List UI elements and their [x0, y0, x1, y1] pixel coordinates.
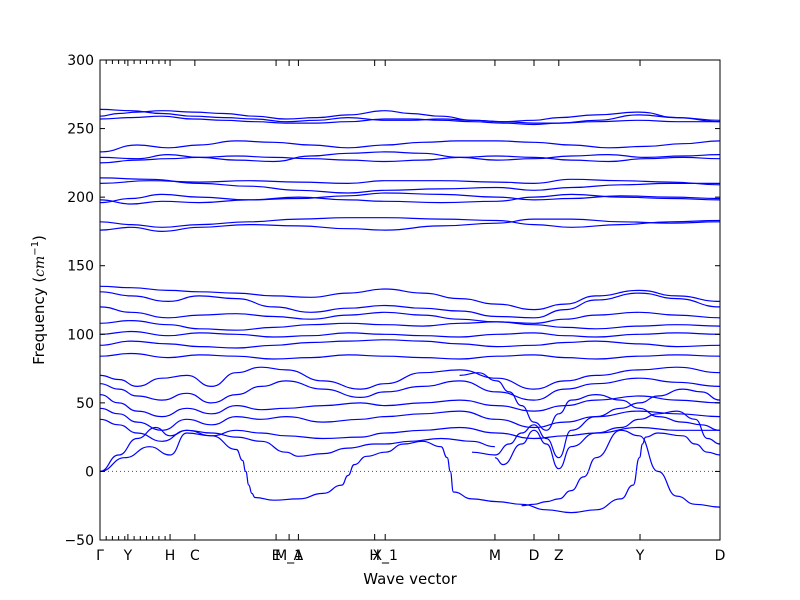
y-axis-label-exponent: −1 [30, 241, 41, 256]
band-15 [100, 306, 720, 324]
y-tick-label: −50 [64, 533, 94, 549]
y-tick-label: 200 [67, 190, 94, 206]
band-17 [100, 330, 720, 338]
band-27 [521, 429, 720, 508]
y-tick-label: 300 [67, 53, 94, 69]
x-tick-label: M [489, 548, 501, 564]
dispersion-curves [100, 108, 720, 514]
y-axis-label-unit: cm [32, 256, 48, 277]
band-9 [100, 192, 720, 204]
band-26 [100, 432, 720, 514]
x-tick-label: C [190, 548, 200, 564]
band-2 [100, 108, 720, 123]
x-tick-label: D [715, 548, 726, 564]
x-tick-label: H [165, 548, 176, 564]
band-3 [100, 115, 720, 126]
y-axis-label-suffix: ) [30, 235, 48, 241]
band-11 [100, 217, 720, 228]
band-16 [100, 319, 720, 331]
band-10 [100, 193, 720, 205]
x-tick-label: X_1 [372, 548, 398, 564]
band-13 [100, 285, 720, 311]
band-25 [100, 426, 495, 472]
band-28 [494, 410, 720, 470]
band-30 [459, 372, 720, 431]
y-axis: −50 0 50 100 150 200 250 300 [64, 53, 720, 549]
band-4 [100, 140, 720, 153]
y-axis-label: Frequency (cm−1) [30, 235, 48, 365]
x-tick-label: M_1 [275, 548, 303, 564]
x-tick-label: H [369, 548, 380, 564]
band-23 [100, 407, 720, 431]
band-18 [100, 339, 720, 349]
y-axis-label-prefix: Frequency ( [30, 277, 48, 365]
x-axis: Γ Y H C EM_1A HX_1 M D Z Y D [96, 60, 725, 564]
band-1 [100, 110, 720, 124]
band-14 [100, 291, 720, 319]
x-tick-label: E [272, 548, 281, 564]
x-tick-label: Y [123, 548, 133, 564]
band-12 [100, 218, 720, 233]
x-axis-label: Wave vector [363, 570, 457, 588]
band-8 [100, 177, 720, 194]
y-tick-label: 0 [85, 464, 94, 480]
y-tick-label: 50 [76, 396, 94, 412]
band-7 [100, 178, 720, 186]
x-tick-label: Z [554, 548, 564, 564]
band-19 [100, 352, 720, 360]
plot-area-frame [99, 59, 721, 541]
band-22 [100, 394, 720, 418]
band-20 [100, 366, 720, 390]
x-tick-label: D [529, 548, 540, 564]
x-tick-label: Y [635, 548, 645, 564]
x-tick-label: Γ [96, 548, 104, 564]
band-6 [100, 155, 720, 164]
band-21 [100, 377, 720, 404]
band-29 [471, 388, 720, 459]
y-tick-label: 100 [67, 327, 94, 343]
band-24 [100, 418, 720, 442]
y-tick-label: 250 [67, 122, 94, 138]
y-tick-label: 150 [67, 259, 94, 275]
x-tick-label: A [294, 548, 304, 564]
